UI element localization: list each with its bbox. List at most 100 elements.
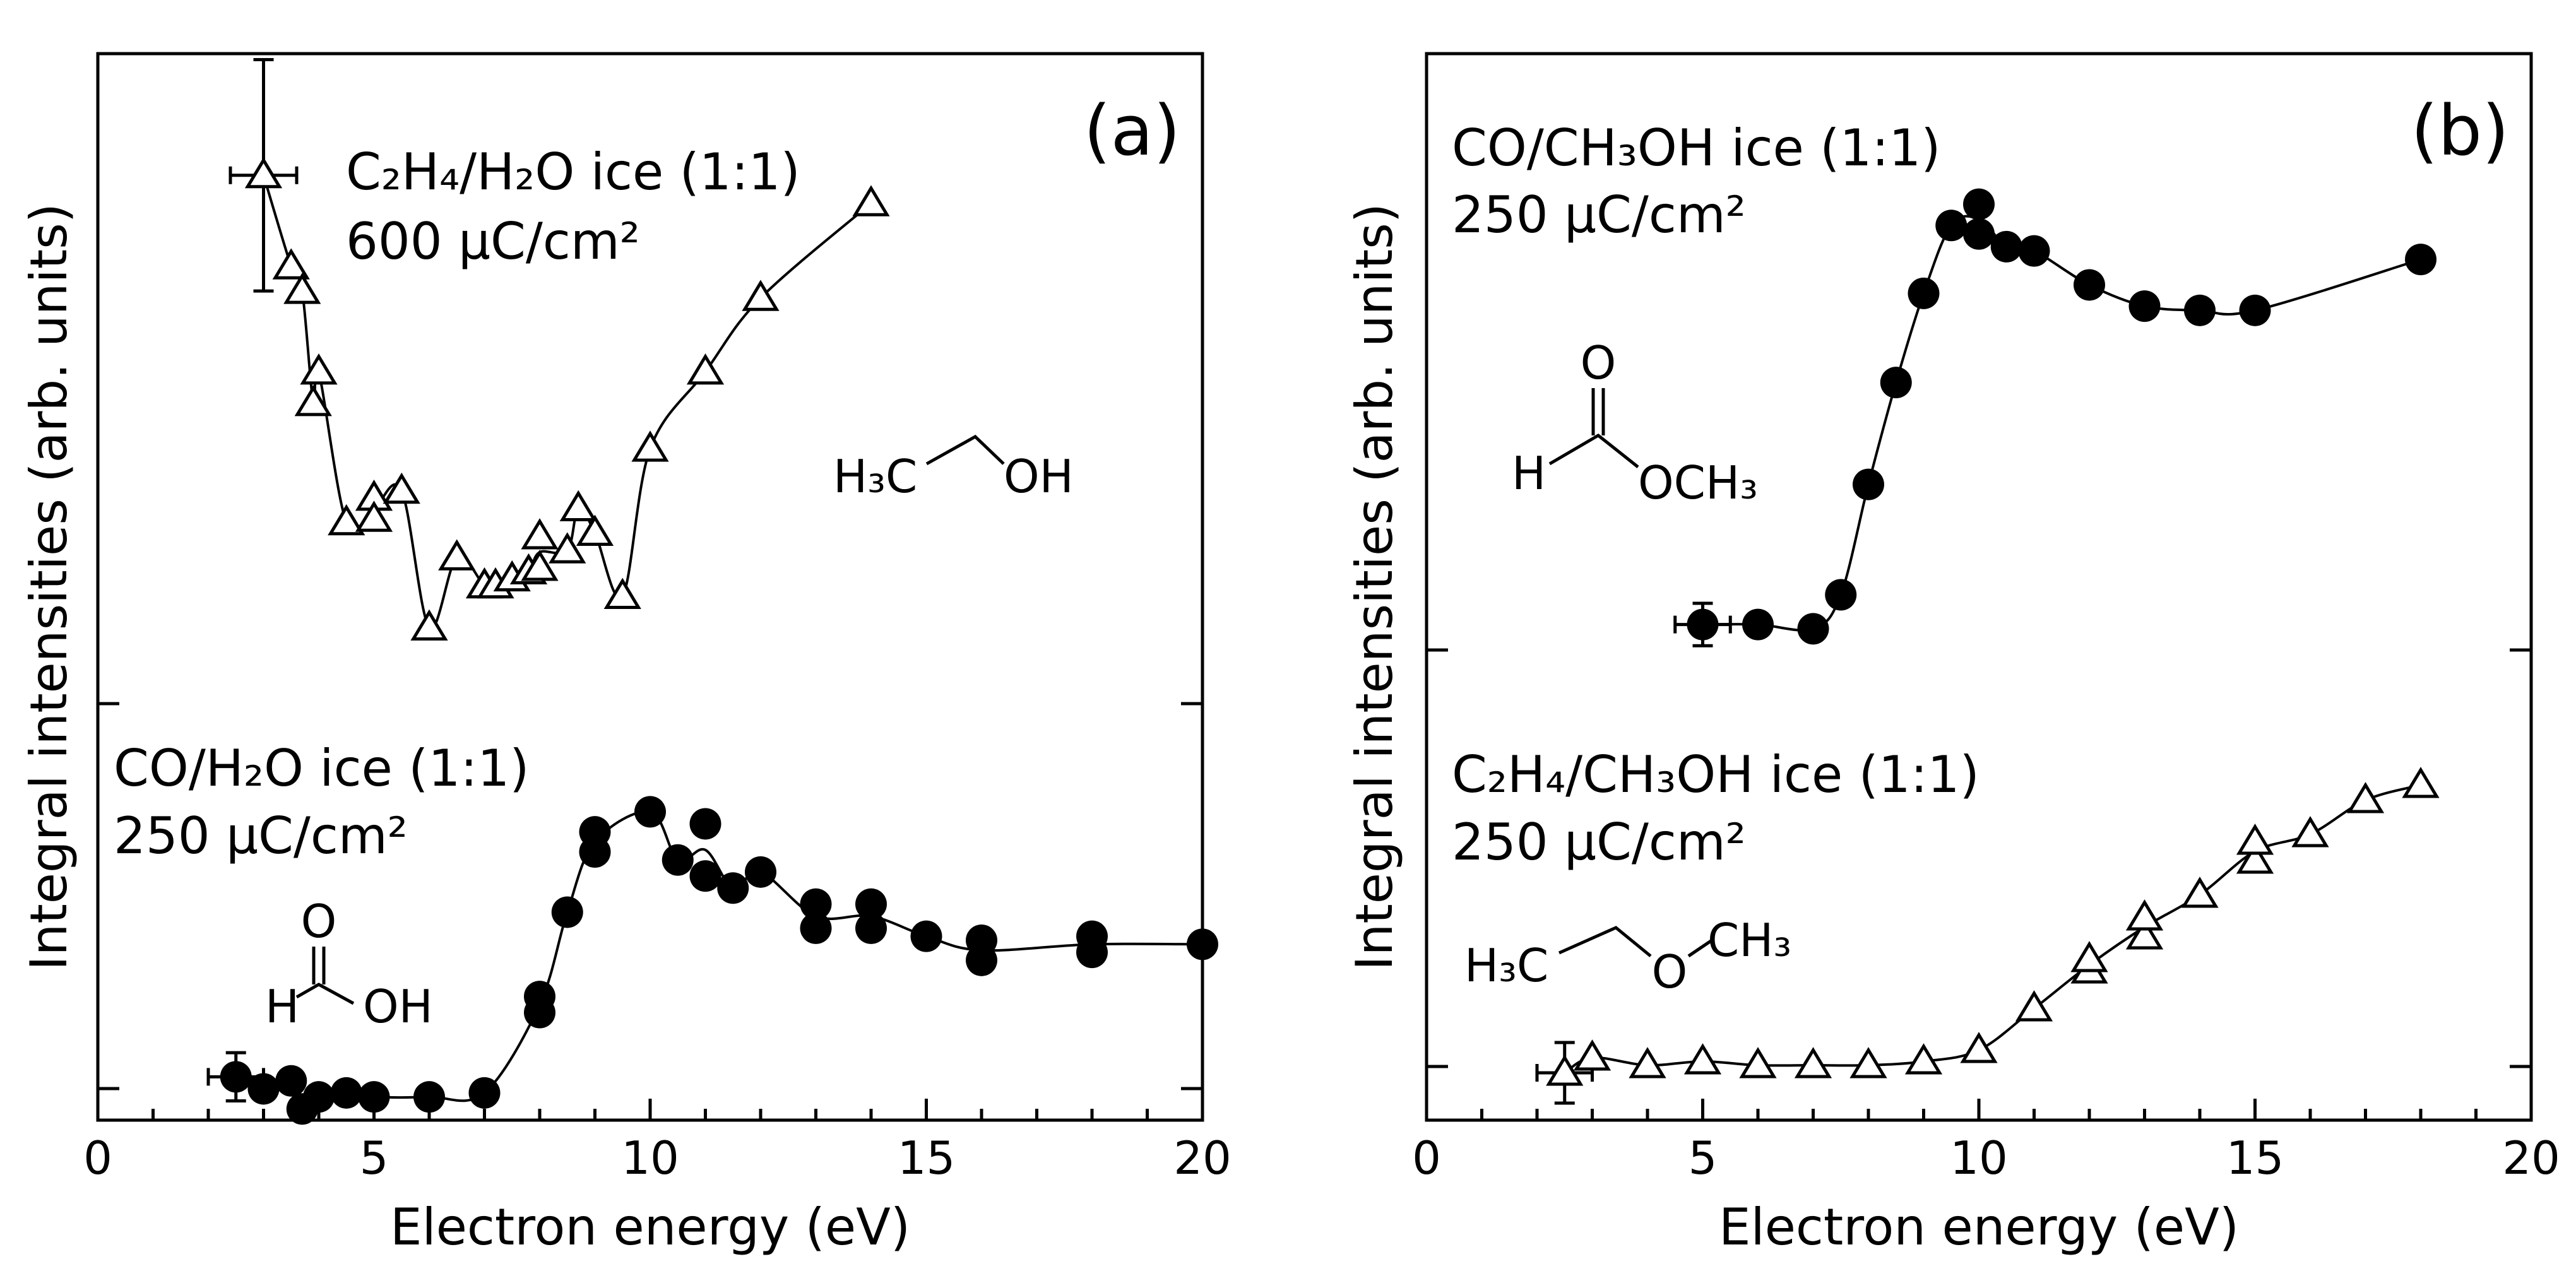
data-point-triangle	[1573, 1039, 1611, 1071]
data-point-circle	[579, 836, 611, 868]
fit-curves-a	[235, 175, 1203, 1111]
data-point-triangle	[1960, 1032, 1998, 1063]
data-point-circle	[966, 944, 997, 976]
x-tick-label: 10	[1950, 1131, 2008, 1185]
data-point-circle	[689, 808, 721, 840]
annotation-dose-b-bottom: 250 µC/cm²	[1452, 813, 1746, 871]
data-point-triangle	[328, 504, 365, 536]
x-axis-ticks-a	[96, 1099, 1204, 1120]
product-dimethyl-ether-middle: O	[1652, 945, 1688, 998]
y-axis-label-b: Integral intensities (arb. units)	[1345, 203, 1404, 971]
data-point-triangle	[686, 353, 725, 385]
data-points-b	[1546, 188, 2440, 1086]
data-point-triangle	[521, 518, 559, 550]
annotation-dose-a-bottom: 250 µC/cm²	[114, 806, 408, 865]
data-point-circle	[2239, 294, 2271, 326]
data-point-circle	[662, 844, 694, 876]
data-point-triangle	[2236, 842, 2274, 874]
annotation-dose-a-top: 600 µC/cm²	[346, 212, 640, 271]
data-point-triangle	[355, 500, 393, 532]
data-point-triangle	[438, 539, 476, 570]
data-point-circle	[1687, 608, 1719, 641]
data-point-triangle	[2125, 918, 2164, 950]
data-point-triangle	[2015, 990, 2053, 1022]
data-point-triangle	[1739, 1047, 1777, 1078]
data-point-circle	[551, 896, 583, 928]
data-point-circle	[855, 888, 887, 920]
product-formic-acid-top: O	[301, 895, 337, 948]
data-point-triangle	[2346, 782, 2385, 813]
product-dimethyl-ether-bonds-left	[1558, 926, 1652, 957]
product-formic-acid-right: OH	[363, 980, 433, 1033]
product-methyl-formate-right: OCH₃	[1638, 456, 1758, 509]
data-point-circle	[689, 860, 721, 892]
data-point-circle	[2128, 290, 2161, 322]
annotation-species-a-top: C₂H₄/H₂O ice (1:1)	[346, 143, 800, 201]
product-formic-acid-structure: O H OH	[265, 895, 433, 1033]
product-dimethyl-ether-structure: H₃C O CH₃	[1464, 914, 1791, 998]
product-methyl-formate-bonds	[1548, 433, 1639, 468]
data-point-circle	[1963, 218, 1995, 250]
data-point-triangle	[2125, 899, 2164, 931]
product-dimethyl-ether-right: CH₃	[1707, 914, 1791, 967]
data-point-circle	[1963, 188, 1995, 220]
product-ethanol-right: OH	[1004, 450, 1074, 503]
data-point-circle	[855, 912, 887, 944]
data-point-circle	[468, 1077, 501, 1109]
data-point-triangle	[294, 385, 332, 417]
data-point-circle	[1825, 579, 1857, 611]
product-ethanol-left: H₃C	[833, 450, 917, 503]
product-ethanol-structure: H₃C OH	[833, 434, 1074, 503]
data-point-triangle	[2291, 816, 2329, 848]
data-point-circle	[275, 1065, 307, 1097]
data-point-circle	[2074, 269, 2105, 301]
data-point-triangle	[742, 280, 780, 311]
data-point-triangle	[1629, 1047, 1666, 1078]
data-point-triangle	[2402, 767, 2440, 798]
data-point-triangle	[2236, 824, 2274, 855]
data-point-circle	[220, 1061, 252, 1093]
data-point-circle	[1853, 468, 1884, 500]
product-dimethyl-ether-bond-right	[1687, 938, 1713, 958]
data-point-circle	[1742, 608, 1774, 641]
data-point-circle	[247, 1073, 280, 1105]
panel-label-b: (b)	[2411, 90, 2509, 171]
data-point-circle	[303, 1081, 335, 1113]
data-point-circle	[1880, 367, 1912, 399]
panel-a: 0 5 10 15 20 (a) C₂H₄/H₂O ice (1:1) 600 µC/c…	[20, 52, 1232, 1256]
data-point-circle	[1990, 230, 2022, 263]
data-point-triangle	[1794, 1047, 1832, 1078]
y-axis-label-a: Integral intensities (arb. units)	[20, 203, 78, 971]
data-point-circle	[2184, 294, 2216, 326]
data-point-circle	[330, 1077, 362, 1109]
x-tick-label: 5	[360, 1131, 389, 1185]
data-point-circle	[413, 1081, 445, 1113]
error-bars-a	[206, 57, 299, 1103]
data-point-circle	[2018, 235, 2050, 267]
data-point-triangle	[603, 577, 641, 609]
data-point-triangle	[300, 353, 338, 385]
data-point-triangle	[410, 609, 448, 641]
x-axis-label-b: Electron energy (eV)	[1719, 1198, 2239, 1256]
data-point-triangle	[272, 248, 310, 280]
data-point-circle	[745, 856, 776, 888]
data-point-triangle	[549, 532, 586, 564]
data-point-circle	[1935, 210, 1968, 242]
product-formic-acid-bonds	[295, 983, 355, 1005]
data-point-triangle	[576, 514, 614, 546]
x-tick-label: 0	[83, 1131, 112, 1185]
data-point-triangle	[1546, 1055, 1584, 1086]
data-point-circle	[1797, 613, 1829, 645]
data-point-triangle	[1904, 1043, 1943, 1075]
x-tick-label: 20	[1173, 1131, 1232, 1185]
data-point-circle	[800, 912, 832, 944]
data-point-triangle	[1683, 1043, 1722, 1075]
data-point-circle	[910, 920, 942, 952]
panel-label-a: (a)	[1084, 90, 1180, 171]
data-point-circle	[634, 796, 666, 828]
x-tick-label: 5	[1689, 1131, 1718, 1185]
product-methyl-formate-structure: O H OCH₃	[1512, 336, 1758, 509]
data-point-triangle	[2070, 941, 2108, 972]
data-point-triangle	[852, 185, 890, 216]
